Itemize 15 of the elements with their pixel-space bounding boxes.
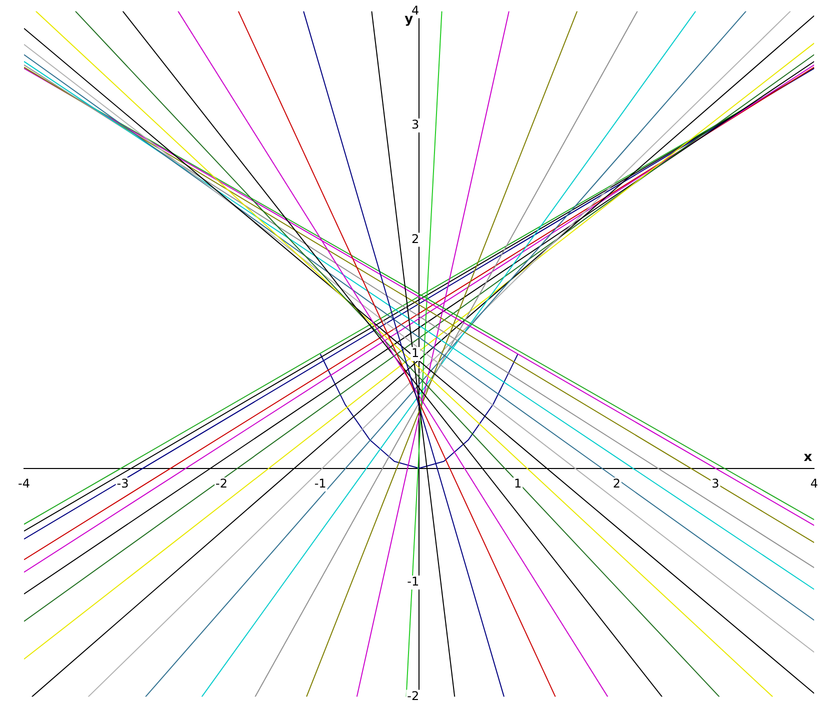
x-tick-label: 2 (612, 476, 620, 491)
x-tick-label: -4 (18, 476, 30, 491)
y-tick-label: -2 (407, 688, 420, 703)
y-tick-label: -1 (407, 574, 420, 589)
y-tick-label: 1 (411, 346, 420, 360)
x-tick-label: 3 (712, 476, 720, 491)
x-axis-title: x (804, 450, 813, 466)
x-tick-label: 1 (514, 476, 522, 491)
y-tick-label: 2 (411, 232, 420, 246)
x-tick-label: -1 (314, 476, 326, 491)
x-tick-label: -2 (216, 476, 228, 491)
y-axis-title: y (404, 12, 414, 28)
x-tick-label: 4 (810, 476, 818, 491)
x-tick-label: -3 (116, 476, 129, 491)
y-tick-label: 3 (411, 118, 420, 132)
